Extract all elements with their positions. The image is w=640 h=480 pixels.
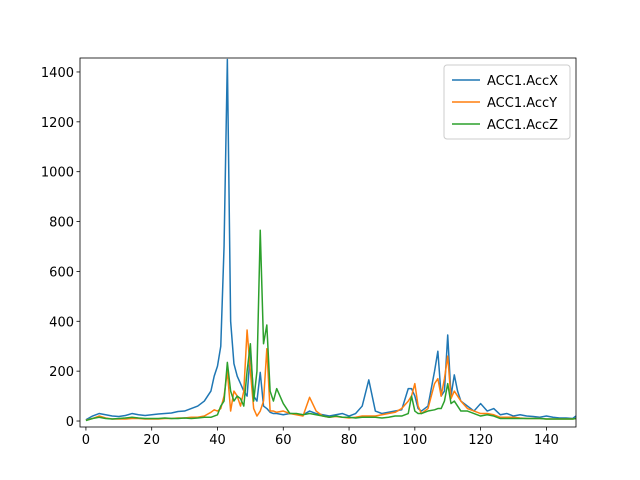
x-tick-label: 20 (143, 433, 160, 448)
y-tick-label: 800 (49, 216, 74, 231)
y-tick-label: 200 (49, 365, 74, 380)
x-tick-label: 60 (275, 433, 292, 448)
y-tick-label: 1200 (41, 116, 74, 131)
line-series (85, 329, 576, 421)
x-tick-label: 40 (209, 433, 226, 448)
y-tick-label: 400 (49, 315, 74, 330)
x-tick-label: 120 (468, 433, 493, 448)
x-tick-label: 140 (534, 433, 559, 448)
x-tick-label: 100 (402, 433, 427, 448)
x-tick-label: 80 (341, 433, 358, 448)
legend-label: ACC1.AccY (487, 96, 557, 111)
y-tick-label: 0 (66, 415, 74, 430)
y-tick-label: 600 (49, 265, 74, 280)
x-tick-label: 0 (82, 433, 90, 448)
y-tick-label: 1400 (41, 66, 74, 81)
plot-area (85, 58, 576, 422)
legend-label: ACC1.AccX (487, 74, 558, 89)
axes-frame (79, 57, 577, 428)
legend-label: ACC1.AccZ (487, 118, 558, 133)
y-tick-label: 1000 (41, 166, 74, 181)
line-series (85, 229, 576, 422)
legend-box (443, 64, 571, 140)
